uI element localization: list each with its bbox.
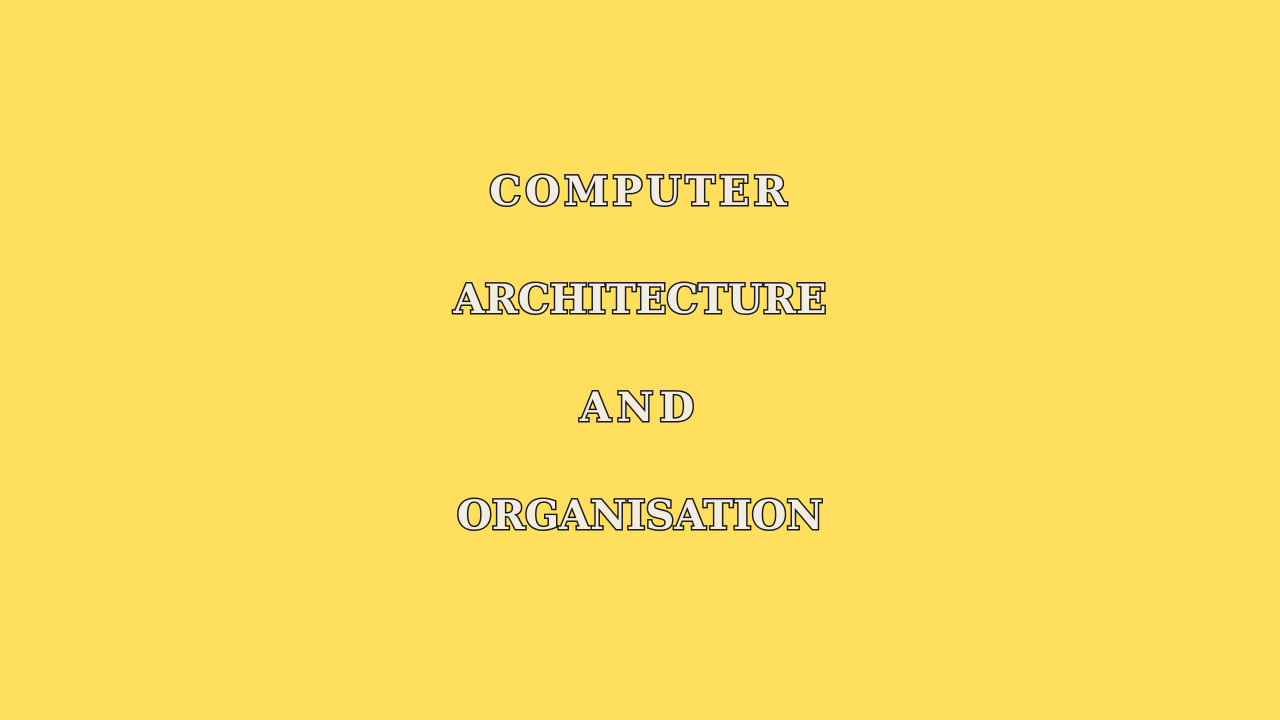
title-line-and: AND — [578, 383, 701, 433]
title-line-architecture: ARCHITECTURE — [452, 275, 828, 325]
title-line-computer: COMPUTER — [488, 167, 791, 217]
title-line-organisation: ORGANISATION — [455, 491, 824, 541]
